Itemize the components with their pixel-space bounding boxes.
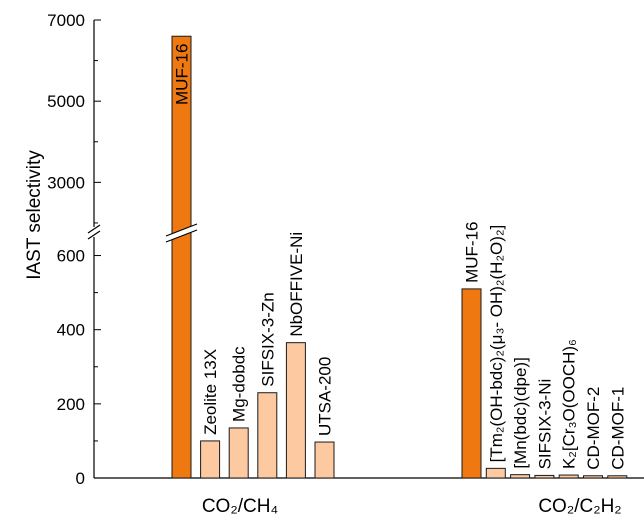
axis-break-gap <box>166 224 197 242</box>
bar-label: [Mn(bdc)(dpe)] <box>511 357 530 468</box>
bar <box>583 475 603 479</box>
y-tick-label: 200 <box>57 395 85 414</box>
bar <box>285 342 306 479</box>
bar-label: K₂[Cr₃O(OOCH)₆ <box>560 339 579 469</box>
y-axis-title: IAST selectivity <box>24 150 45 280</box>
bar-label: MUF-16 <box>463 222 482 283</box>
bar <box>171 35 192 479</box>
bar <box>461 288 482 479</box>
bar <box>485 467 506 479</box>
group-label: CO₂/C₂H₂ <box>538 496 621 517</box>
y-tick-label: 600 <box>57 247 85 266</box>
bar <box>314 441 335 479</box>
bar <box>558 474 579 479</box>
axis-break-mark <box>87 230 101 240</box>
bar-label: SIFSIX-3-Zn <box>258 292 277 386</box>
bar <box>534 474 555 479</box>
axis-break-mark <box>165 223 198 237</box>
y-tick-label: 3000 <box>47 173 85 192</box>
bar-label: SIFSIX-3-Ni <box>535 379 554 470</box>
y-tick-label: 0 <box>76 469 85 488</box>
labels: MUF-16 Zeolite 13X Mg-dobdc SIFSIX-3-Zn NbOF… <box>173 44 628 517</box>
bar-label: CD-MOF-1 <box>608 387 627 470</box>
bars <box>165 35 628 479</box>
bar-label: NbOFFIVE-Ni <box>287 232 306 337</box>
bar-label: CD-MOF-2 <box>584 387 603 470</box>
group-label: CO₂/CH₄ <box>202 496 279 517</box>
bar <box>607 475 628 479</box>
bar-label: [Tm₂(OH-bdc)₂(μ₃- OH)₂(H₂O)₂] <box>487 225 506 463</box>
bar-label: UTSA-200 <box>316 357 335 436</box>
bar-label: Mg-dobdc <box>230 346 249 422</box>
axes: 0 200 400 600 3000 5000 7000 <box>47 11 644 488</box>
axis-break-mark <box>165 229 198 243</box>
bar <box>200 440 221 479</box>
bar-label: Zeolite 13X <box>201 349 220 435</box>
y-tick-label: 7000 <box>47 11 85 30</box>
bar-label: MUF-16 <box>173 44 192 105</box>
bar <box>257 392 278 479</box>
y-tick-label: 5000 <box>47 92 85 111</box>
axis-break-mark <box>87 224 101 234</box>
bar <box>228 427 249 479</box>
bar <box>510 474 531 479</box>
y-tick-label: 400 <box>57 321 85 340</box>
